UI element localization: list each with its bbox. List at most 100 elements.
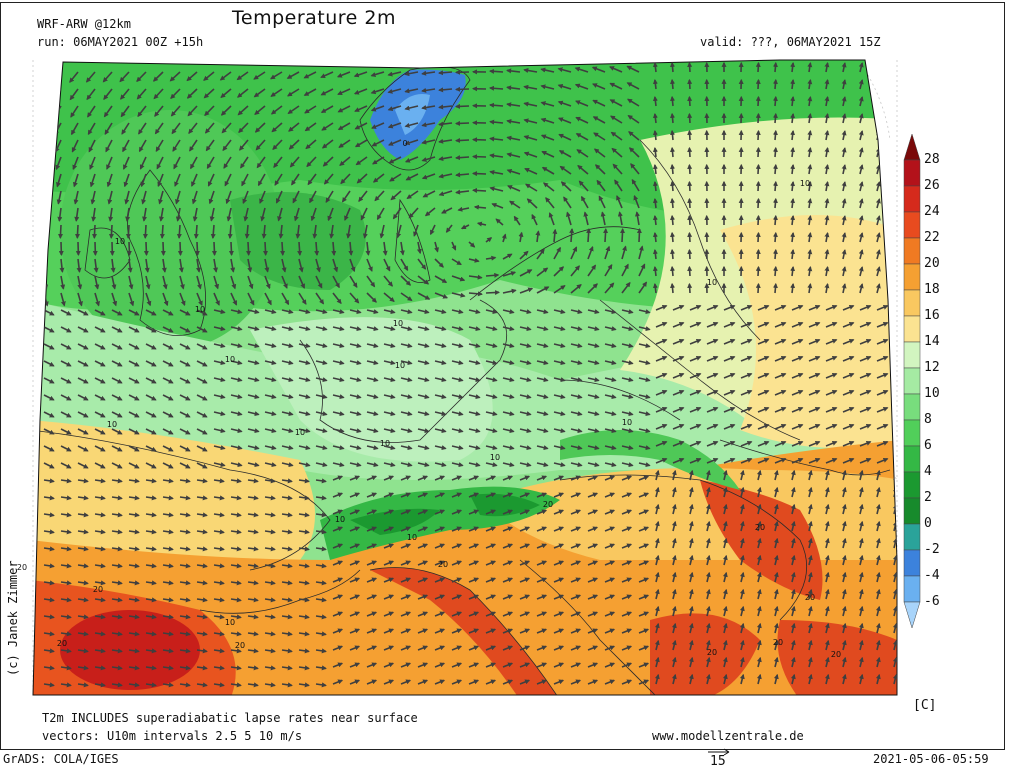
contour-label: 20 bbox=[755, 523, 765, 532]
colorbar-band bbox=[904, 420, 920, 446]
colorbar-band bbox=[904, 550, 920, 576]
colorbar-tick-label: 18 bbox=[924, 283, 940, 297]
contour-label: 20 bbox=[707, 648, 717, 657]
wind-arrow bbox=[655, 216, 656, 225]
wind-arrow bbox=[689, 63, 690, 72]
wind-arrow bbox=[689, 216, 690, 225]
colorbar-tick-label: 28 bbox=[924, 153, 940, 167]
wind-arrow bbox=[39, 140, 44, 152]
contour-label: 10 bbox=[395, 361, 405, 370]
wind-arrow bbox=[775, 267, 776, 276]
contour-label: 20 bbox=[805, 593, 815, 602]
wind-arrow bbox=[231, 242, 232, 255]
colorbar-band bbox=[904, 342, 920, 368]
wind-arrow bbox=[439, 72, 452, 73]
wind-arrow bbox=[792, 233, 793, 242]
wind-arrow bbox=[655, 114, 656, 123]
wind-arrow bbox=[775, 165, 776, 174]
wind-arrow bbox=[894, 374, 905, 378]
wind-arrow bbox=[655, 97, 656, 106]
wind-arrow bbox=[894, 63, 897, 72]
wind-arrow bbox=[655, 148, 656, 157]
timestamp-label: 2021-05-06-05:59 bbox=[873, 752, 989, 766]
wind-arrow bbox=[758, 165, 759, 174]
temperature-field bbox=[30, 55, 900, 700]
wind-arrow bbox=[792, 199, 793, 208]
wind-arrow bbox=[894, 148, 897, 157]
wind-arrow bbox=[41, 174, 45, 187]
wind-arrow bbox=[38, 123, 44, 135]
wind-arrow bbox=[145, 225, 146, 238]
wind-arrow bbox=[792, 80, 793, 89]
wind-arrow bbox=[894, 425, 905, 429]
wind-arrow bbox=[41, 191, 44, 204]
colorbar-band bbox=[904, 212, 920, 238]
wind-arrow bbox=[792, 97, 793, 106]
wind-arrow bbox=[894, 284, 897, 293]
wind-arrow bbox=[689, 267, 690, 276]
wind-arrow bbox=[639, 229, 640, 242]
contour-label: 10 bbox=[707, 278, 717, 287]
wind-arrow bbox=[36, 72, 44, 82]
wind-arrow bbox=[758, 284, 759, 293]
contour-label: 10 bbox=[490, 453, 500, 462]
wind-arrow bbox=[689, 148, 690, 157]
wind-arrow bbox=[456, 157, 469, 158]
wind-arrow bbox=[672, 63, 673, 72]
wind-arrow bbox=[672, 165, 673, 174]
note-superadiabatic: T2m INCLUDES superadiabatic lapse rates … bbox=[42, 711, 418, 725]
wind-arrow bbox=[758, 148, 759, 157]
wind-arrow bbox=[162, 225, 163, 238]
wind-arrow bbox=[197, 242, 198, 255]
colorbar-band bbox=[904, 498, 920, 524]
wind-arrow bbox=[775, 216, 776, 225]
contour-label: 10 bbox=[115, 237, 125, 246]
wind-arrow bbox=[775, 233, 776, 242]
contour-label: 20 bbox=[438, 560, 448, 569]
website-label: www.modellzentrale.de bbox=[652, 729, 804, 743]
colorbar-tick-label: 10 bbox=[924, 387, 940, 401]
wind-arrow bbox=[775, 250, 776, 259]
wind-arrow bbox=[571, 229, 572, 242]
wind-arrow bbox=[588, 229, 589, 242]
colorbar-band bbox=[904, 368, 920, 394]
wind-arrow bbox=[689, 165, 690, 174]
wind-arrow bbox=[53, 72, 61, 82]
wind-arrow bbox=[282, 242, 283, 255]
wind-arrow bbox=[689, 233, 690, 242]
colorbar-tick-label: 24 bbox=[924, 205, 940, 219]
wind-arrow bbox=[42, 208, 44, 221]
note-vectors: vectors: U10m intervals 2.5 5 10 m/s bbox=[42, 729, 302, 743]
colorbar-band bbox=[904, 316, 920, 342]
wind-arrow bbox=[758, 63, 759, 72]
wind-arrow bbox=[758, 182, 759, 191]
wind-arrow bbox=[40, 157, 44, 169]
colorbar-tick-label: 4 bbox=[924, 465, 932, 479]
wind-arrow bbox=[894, 391, 905, 395]
wind-arrow bbox=[333, 242, 334, 255]
wind-arrow bbox=[299, 242, 300, 255]
wind-arrow bbox=[196, 225, 197, 238]
contour-label: 10 bbox=[800, 179, 810, 188]
contour-label: 20 bbox=[543, 500, 553, 509]
wind-arrow bbox=[894, 199, 897, 208]
wind-arrow bbox=[792, 63, 793, 72]
colorbar-band bbox=[904, 290, 920, 316]
wind-arrow bbox=[894, 323, 905, 327]
wind-arrow bbox=[456, 89, 469, 90]
wind-arrow bbox=[655, 131, 656, 140]
wind-arrow bbox=[456, 140, 469, 141]
vector-ref-value: 15 bbox=[710, 755, 726, 769]
wind-arrow bbox=[894, 216, 897, 225]
grads-label: GrADS: COLA/IGES bbox=[3, 752, 119, 766]
colorbar-band bbox=[904, 264, 920, 290]
wind-arrow bbox=[265, 242, 266, 255]
colorbar-tick-label: 16 bbox=[924, 309, 940, 323]
wind-arrow bbox=[146, 242, 147, 255]
wind-arrow bbox=[129, 242, 130, 255]
wind-arrow bbox=[672, 97, 673, 106]
wind-arrow bbox=[672, 182, 673, 191]
colorbar-band bbox=[904, 524, 920, 550]
wind-arrow bbox=[605, 229, 606, 242]
